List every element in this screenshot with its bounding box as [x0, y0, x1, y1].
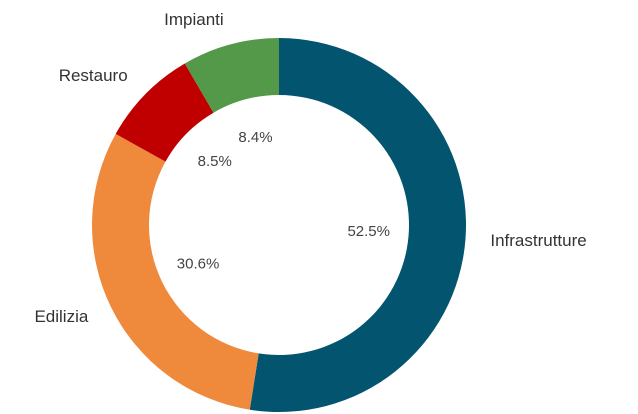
donut-slice: [92, 133, 259, 410]
category-label: Infrastrutture: [490, 231, 586, 250]
donut-slice: [249, 38, 466, 412]
value-label: 30.6%: [177, 255, 220, 272]
category-label: Impianti: [164, 10, 224, 29]
category-label: Edilizia: [34, 307, 88, 326]
donut-slice: [115, 63, 214, 162]
value-label: 8.4%: [238, 129, 272, 146]
value-label: 8.5%: [198, 153, 232, 170]
donut-slice: [184, 38, 279, 113]
value-label: 52.5%: [347, 223, 390, 240]
category-label: Restauro: [59, 66, 128, 85]
